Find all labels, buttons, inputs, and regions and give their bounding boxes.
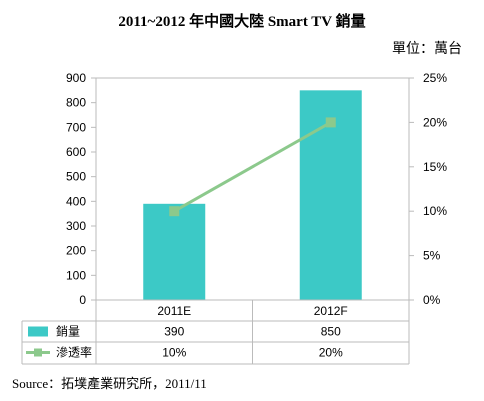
line-point (325, 117, 336, 128)
bar-series (143, 90, 362, 300)
unit-label: 單位：萬台 (392, 41, 462, 57)
left-tick-label: 0 (79, 293, 86, 307)
right-tick-label: 20% (423, 115, 447, 129)
table-value: 20% (319, 346, 343, 360)
left-axis-ticks: 0 100 200 300 400 500 600 700 800 900 (66, 71, 96, 307)
left-tick-label: 200 (66, 244, 86, 258)
right-tick-label: 25% (423, 71, 447, 85)
plot-frame (95, 77, 410, 301)
left-tick-label: 900 (66, 71, 86, 85)
line-point (169, 206, 180, 217)
left-tick-label: 300 (66, 219, 86, 233)
legend-key-bar (28, 326, 48, 337)
left-tick-label: 400 (66, 194, 86, 208)
left-tick-label: 500 (66, 170, 86, 184)
line-series (169, 117, 336, 217)
left-tick-label: 600 (66, 145, 86, 159)
right-tick-label: 10% (423, 204, 447, 218)
legend-label: 滲透率 (56, 345, 92, 360)
left-tick-label: 100 (66, 268, 86, 282)
right-tick-label: 0% (423, 293, 441, 307)
table-value: 850 (321, 325, 341, 339)
plot-border (95, 77, 410, 301)
category-label: 2011E (157, 304, 191, 318)
line-path (173, 121, 332, 213)
table-value: 390 (164, 325, 184, 339)
right-tick-label: 5% (423, 249, 441, 263)
table-value: 10% (162, 346, 186, 360)
left-tick-label: 800 (66, 96, 86, 110)
chart-title: 2011~2012 年中國大陸 Smart TV 銷量 (118, 14, 366, 30)
left-tick-label: 700 (66, 120, 86, 134)
right-axis-ticks: 0% 5% 10% 15% 20% 25% (409, 71, 447, 307)
bar (143, 203, 206, 300)
legend-key-marker (34, 348, 42, 357)
source-note: Source：拓墣產業研究所，2011/11 (12, 376, 207, 391)
category-label: 2012F (314, 304, 348, 318)
data-table: 2011E 2012F 銷量 390 850 滲透率 10% 20% (21, 299, 410, 365)
legend-label: 銷量 (56, 324, 80, 339)
right-tick-label: 15% (423, 160, 447, 174)
